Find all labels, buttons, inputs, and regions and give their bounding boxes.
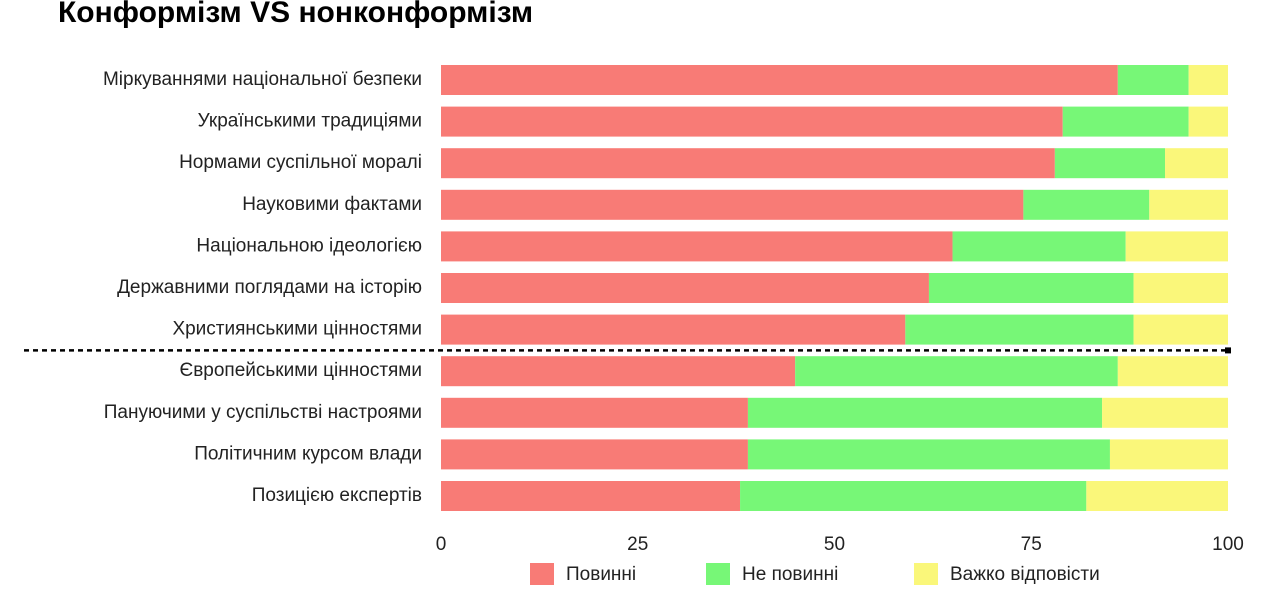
bar-segment bbox=[952, 231, 1126, 262]
x-tick-label: 25 bbox=[627, 534, 648, 555]
bar-segment bbox=[441, 397, 748, 428]
x-tick-label: 75 bbox=[1021, 534, 1042, 555]
bar-segment bbox=[1102, 397, 1228, 428]
bar-segment bbox=[441, 148, 1055, 179]
chart-title: Конформізм VS нонконформізм bbox=[58, 0, 533, 29]
legend-label: Важко відповісти bbox=[950, 564, 1100, 585]
bar-segment bbox=[1149, 189, 1228, 220]
bar-segment bbox=[1133, 314, 1228, 345]
bar-segment bbox=[441, 273, 929, 303]
bar-segment bbox=[1117, 65, 1189, 95]
legend-swatch bbox=[706, 563, 730, 585]
y-tick-label: Пануючими у суспільстві настроями bbox=[104, 402, 422, 423]
x-tick-label: 100 bbox=[1212, 534, 1244, 555]
x-tick-label: 0 bbox=[436, 534, 447, 555]
bar-segment bbox=[441, 439, 748, 470]
bar-segment bbox=[928, 273, 1134, 303]
bar-segment bbox=[747, 439, 1110, 470]
y-tick-label: Християнськими цінностями bbox=[172, 319, 422, 340]
bar-segment bbox=[1023, 189, 1150, 220]
y-tick-label: Нормами суспільної моралі bbox=[179, 152, 422, 173]
bar-segment bbox=[1125, 231, 1228, 262]
y-tick-label: Державними поглядами на історію bbox=[117, 277, 422, 298]
legend-swatch bbox=[530, 563, 554, 585]
legend-label: Повинні bbox=[566, 564, 636, 585]
y-tick-label: Міркуваннями національної безпеки bbox=[103, 69, 422, 90]
legend-label: Не повинні bbox=[742, 564, 838, 585]
bar-segment bbox=[1188, 106, 1228, 137]
y-tick-label: Науковими фактами bbox=[242, 194, 422, 215]
bar-segment bbox=[441, 106, 1063, 137]
bar-segment bbox=[441, 314, 906, 345]
bar-segment bbox=[1062, 106, 1189, 137]
x-tick-label: 50 bbox=[824, 534, 845, 555]
y-tick-label: Європейськими цінностями bbox=[180, 360, 422, 381]
bar-segment bbox=[441, 189, 1024, 220]
divider-end bbox=[1225, 347, 1231, 354]
y-tick-label: Політичним курсом влади bbox=[194, 443, 422, 464]
bar-segment bbox=[905, 314, 1134, 345]
bar-segment bbox=[1188, 65, 1228, 95]
bar-segment bbox=[1133, 273, 1228, 303]
bar-segment bbox=[441, 231, 953, 262]
bar-segment bbox=[1109, 439, 1228, 470]
bar-segment bbox=[1117, 356, 1228, 387]
bar-segment bbox=[1054, 148, 1166, 179]
bar-segment bbox=[1165, 148, 1228, 179]
y-tick-label: Українськими традиціями bbox=[198, 111, 422, 132]
legend-swatch bbox=[914, 563, 938, 585]
bar-segment bbox=[441, 65, 1118, 95]
bar-segment bbox=[747, 397, 1103, 428]
bar-segment bbox=[740, 481, 1087, 511]
bar-segment bbox=[441, 481, 741, 511]
bar-segment bbox=[795, 356, 1118, 387]
y-tick-label: Національною ідеологією bbox=[196, 235, 422, 256]
bar-segment bbox=[441, 356, 796, 387]
bar-segment bbox=[1086, 481, 1228, 511]
y-tick-label: Позицією експертів bbox=[252, 485, 422, 506]
